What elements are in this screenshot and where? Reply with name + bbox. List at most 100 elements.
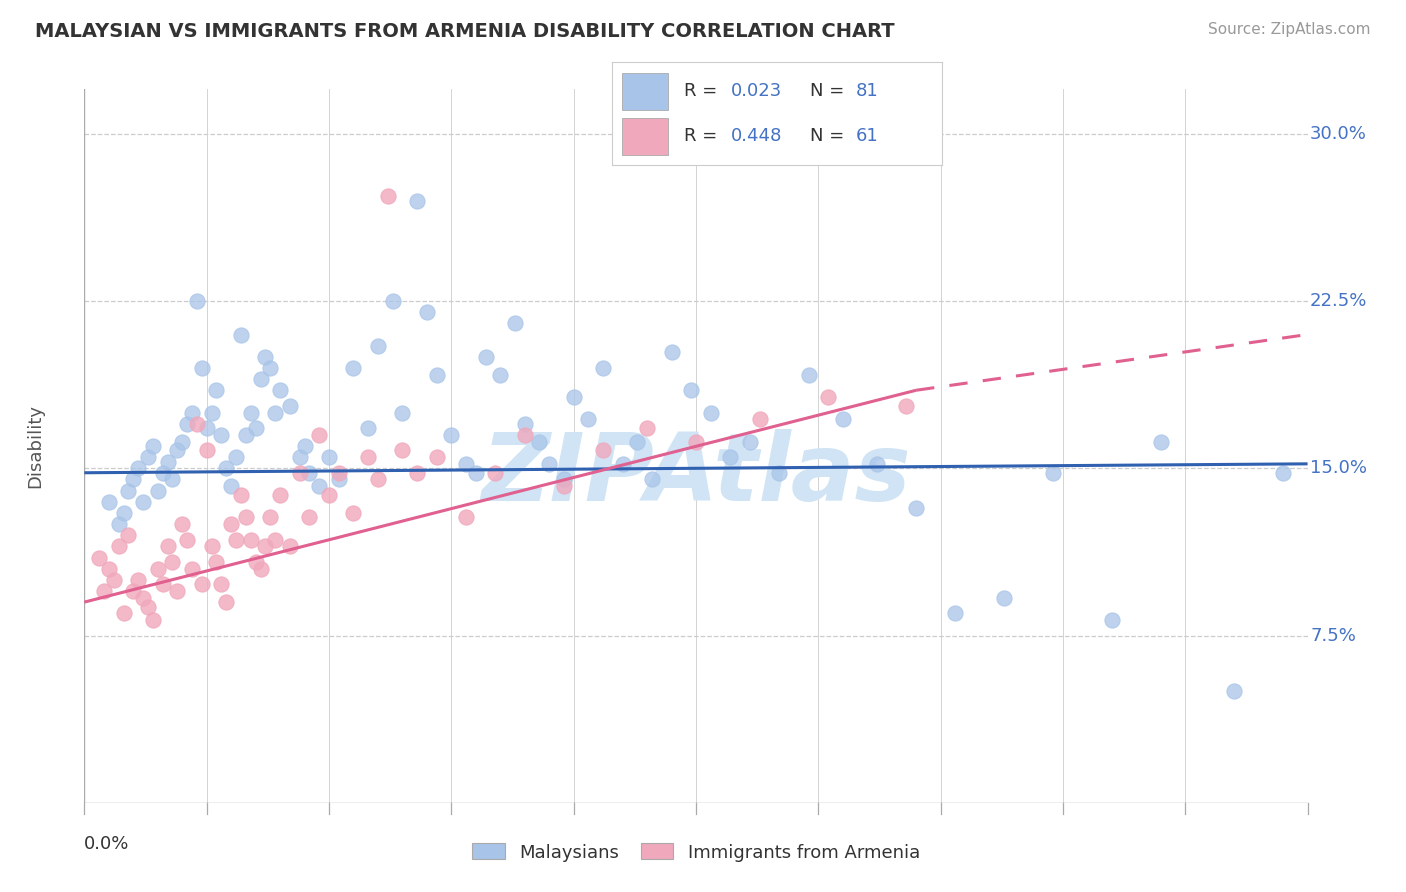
- Point: [391, 405, 413, 420]
- Point: [191, 360, 214, 375]
- Point: [489, 368, 512, 382]
- Point: [112, 506, 135, 520]
- Point: [87, 550, 110, 565]
- Point: [406, 194, 429, 208]
- Point: [866, 457, 889, 471]
- Point: [831, 412, 853, 426]
- Point: [146, 562, 169, 576]
- Point: [641, 473, 664, 487]
- Point: [152, 466, 174, 480]
- Point: [152, 577, 174, 591]
- Point: [503, 317, 526, 331]
- Point: [318, 488, 340, 502]
- Point: [205, 384, 228, 398]
- Point: [219, 479, 242, 493]
- FancyBboxPatch shape: [621, 73, 668, 110]
- Point: [235, 427, 257, 442]
- Text: 0.0%: 0.0%: [84, 835, 129, 853]
- Text: N =: N =: [810, 128, 849, 145]
- Point: [254, 539, 277, 553]
- Point: [318, 450, 340, 465]
- Text: N =: N =: [810, 82, 849, 100]
- Point: [529, 434, 551, 449]
- Point: [146, 483, 169, 498]
- Point: [1042, 466, 1064, 480]
- Point: [166, 583, 188, 598]
- Point: [172, 434, 194, 449]
- Point: [259, 360, 281, 375]
- Text: 22.5%: 22.5%: [1310, 292, 1368, 310]
- Point: [181, 405, 204, 420]
- Point: [259, 510, 281, 524]
- Point: [1272, 466, 1295, 480]
- Point: [592, 443, 614, 458]
- Point: [636, 421, 658, 435]
- Text: 0.023: 0.023: [731, 82, 782, 100]
- Text: 61: 61: [856, 128, 879, 145]
- Point: [142, 439, 165, 453]
- Point: [626, 434, 648, 449]
- Point: [342, 360, 364, 375]
- Text: 81: 81: [856, 82, 879, 100]
- Point: [245, 421, 267, 435]
- Point: [107, 517, 129, 532]
- Point: [219, 517, 242, 532]
- Text: MALAYSIAN VS IMMIGRANTS FROM ARMENIA DISABILITY CORRELATION CHART: MALAYSIAN VS IMMIGRANTS FROM ARMENIA DIS…: [35, 22, 894, 41]
- Point: [249, 372, 271, 386]
- Point: [156, 539, 179, 553]
- Point: [367, 338, 389, 352]
- Point: [426, 368, 449, 382]
- Point: [454, 457, 477, 471]
- Point: [229, 327, 252, 342]
- Point: [308, 427, 330, 442]
- Point: [162, 555, 184, 569]
- Point: [127, 461, 149, 475]
- Point: [245, 555, 267, 569]
- Point: [239, 533, 262, 547]
- Point: [117, 483, 139, 498]
- Point: [186, 417, 208, 431]
- Point: [97, 562, 120, 576]
- Point: [112, 607, 135, 621]
- Point: [797, 368, 820, 382]
- Text: 30.0%: 30.0%: [1310, 125, 1367, 143]
- Point: [229, 488, 252, 502]
- Point: [298, 466, 321, 480]
- Point: [176, 533, 198, 547]
- Point: [166, 443, 188, 458]
- Point: [905, 501, 928, 516]
- Point: [738, 434, 761, 449]
- Point: [513, 427, 536, 442]
- Point: [122, 583, 145, 598]
- Point: [699, 405, 721, 420]
- Point: [103, 573, 125, 587]
- Point: [367, 473, 389, 487]
- Point: [215, 461, 238, 475]
- Point: [239, 405, 262, 420]
- Point: [93, 583, 115, 598]
- Point: [592, 360, 614, 375]
- Point: [308, 479, 330, 493]
- Text: 0.448: 0.448: [731, 128, 782, 145]
- Point: [464, 466, 486, 480]
- Point: [225, 533, 247, 547]
- Text: Source: ZipAtlas.com: Source: ZipAtlas.com: [1208, 22, 1371, 37]
- Point: [328, 473, 350, 487]
- Point: [132, 591, 155, 605]
- Point: [209, 427, 232, 442]
- Point: [176, 417, 198, 431]
- Point: [278, 399, 301, 413]
- Point: [132, 494, 155, 508]
- Point: [200, 539, 222, 553]
- Point: [484, 466, 506, 480]
- Point: [294, 439, 316, 453]
- Point: [127, 573, 149, 587]
- Point: [681, 384, 703, 398]
- Point: [562, 390, 585, 404]
- Point: [264, 405, 287, 420]
- Point: [454, 510, 477, 524]
- Point: [474, 350, 496, 364]
- Point: [538, 457, 561, 471]
- Text: Disability: Disability: [27, 404, 45, 488]
- Point: [107, 539, 129, 553]
